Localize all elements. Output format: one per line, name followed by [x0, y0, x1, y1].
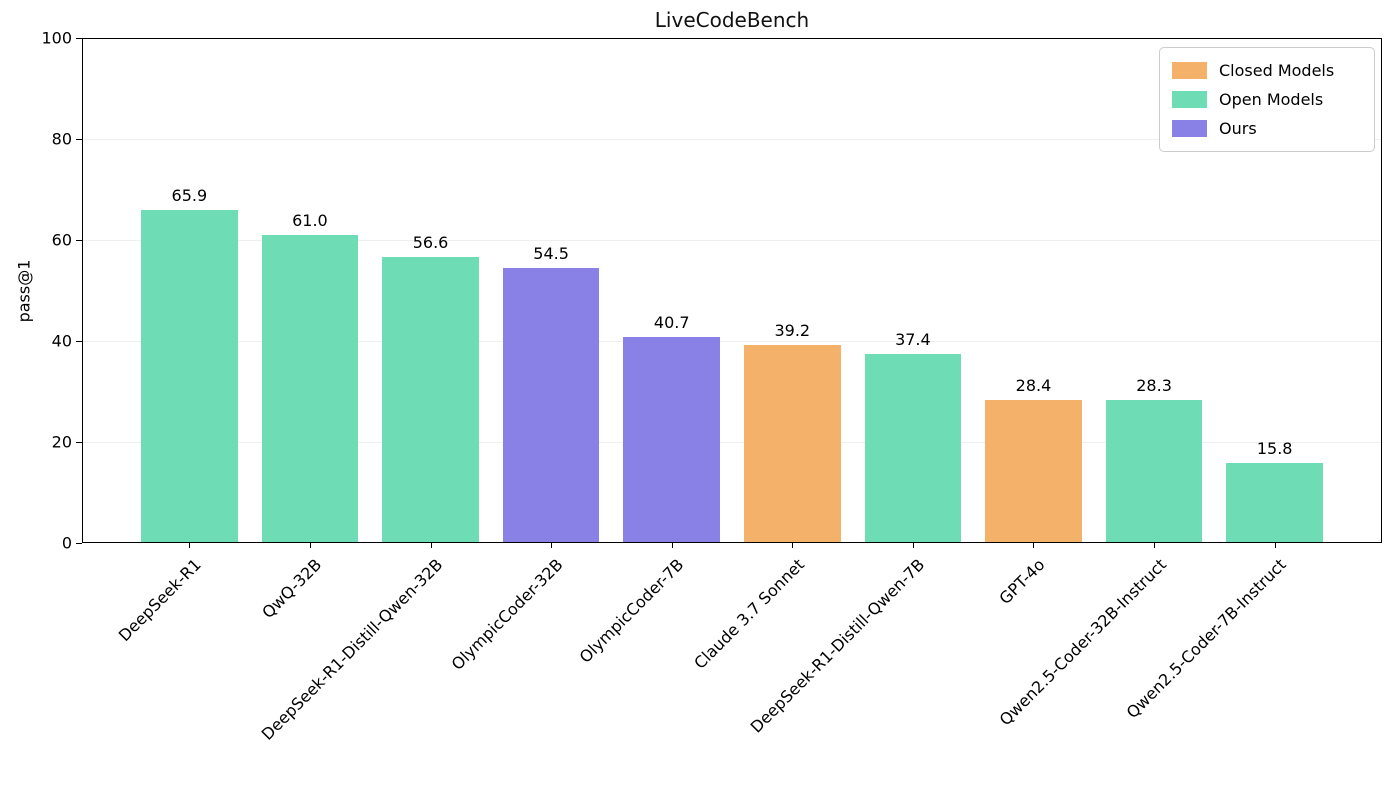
y-axis-label: pass@1: [14, 259, 34, 323]
legend-swatch-ours: [1172, 120, 1207, 137]
legend-swatch-closed: [1172, 62, 1207, 79]
legend-label: Open Models: [1219, 90, 1324, 109]
bar-Qwen2.5-Coder-7B-Instruct: [1226, 463, 1323, 542]
gridline: [83, 442, 1381, 443]
bar-value-label: 37.4: [895, 330, 931, 350]
y-tick-label: 40: [51, 331, 72, 351]
bar-Claude 3.7 Sonnet: [744, 345, 841, 542]
x-tick-mark: [792, 543, 794, 548]
bar-QwQ-32B: [261, 234, 359, 542]
y-tick-mark: [76, 341, 82, 342]
legend-item-open: Open Models: [1160, 85, 1374, 114]
bar-value-label: 28.3: [1136, 376, 1172, 396]
legend-item-ours: Ours: [1160, 114, 1374, 143]
y-tick-mark: [76, 139, 82, 140]
bar-value-label: 40.7: [653, 313, 690, 333]
x-tick-label: DeepSeek-R1: [114, 555, 205, 646]
y-tick-label: 20: [51, 432, 72, 452]
bar-value-label: 56.6: [412, 233, 449, 253]
x-tick-mark: [1154, 543, 1156, 548]
x-tick-mark: [671, 543, 673, 548]
bar-value-label: 15.8: [1256, 439, 1293, 459]
bar-GPT-4o: [985, 399, 1082, 542]
x-tick-mark: [430, 543, 432, 548]
chart-title: LiveCodeBench: [654, 8, 810, 32]
gridline: [83, 240, 1381, 241]
gridline: [83, 341, 1381, 342]
bar-value-label: 65.9: [171, 186, 208, 206]
bar-value-label: 61.0: [292, 210, 328, 230]
x-tick-mark: [189, 543, 191, 548]
x-tick-mark: [551, 543, 553, 548]
y-tick-mark: [76, 240, 82, 241]
bar-DeepSeek-R1-Distill-Qwen-32B: [382, 257, 479, 542]
x-tick-label: QwQ-32B: [258, 555, 326, 623]
y-tick-label: 80: [51, 129, 72, 149]
bar-OlympicCoder-7B: [623, 337, 720, 542]
legend-swatch-open: [1172, 91, 1207, 108]
bar-value-label: 54.5: [533, 243, 569, 263]
y-tick-label: 100: [41, 28, 72, 48]
legend-label: Ours: [1219, 119, 1257, 138]
x-tick-mark: [1033, 543, 1035, 548]
x-tick-label: Claude 3.7 Sonnet: [689, 555, 808, 673]
y-tick-label: 0: [61, 533, 72, 553]
y-tick-mark: [76, 38, 82, 39]
x-tick-mark: [912, 543, 914, 548]
bar-DeepSeek-R1: [141, 210, 238, 542]
bar-OlympicCoder-32B: [502, 267, 600, 542]
x-tick-mark: [1274, 543, 1276, 548]
bar-Qwen2.5-Coder-32B-Instruct: [1105, 400, 1203, 542]
x-tick-label: OlympicCoder-7B: [575, 555, 688, 667]
y-tick-mark: [76, 442, 82, 443]
x-tick-label: OlympicCoder-32B: [447, 555, 567, 674]
y-tick-mark: [76, 543, 82, 544]
legend-item-closed: Closed Models: [1160, 56, 1374, 85]
legend-label: Closed Models: [1219, 61, 1335, 80]
legend: Closed Models Open Models Ours: [1159, 47, 1375, 152]
y-tick-label: 60: [51, 230, 72, 250]
x-tick-label: GPT-4o: [995, 555, 1049, 609]
x-tick-mark: [309, 543, 311, 548]
gridline: [83, 139, 1381, 140]
bar-value-label: 39.2: [774, 321, 811, 341]
bar-DeepSeek-R1-Distill-Qwen-7B: [864, 354, 962, 542]
bar-value-label: 28.4: [1015, 375, 1052, 395]
